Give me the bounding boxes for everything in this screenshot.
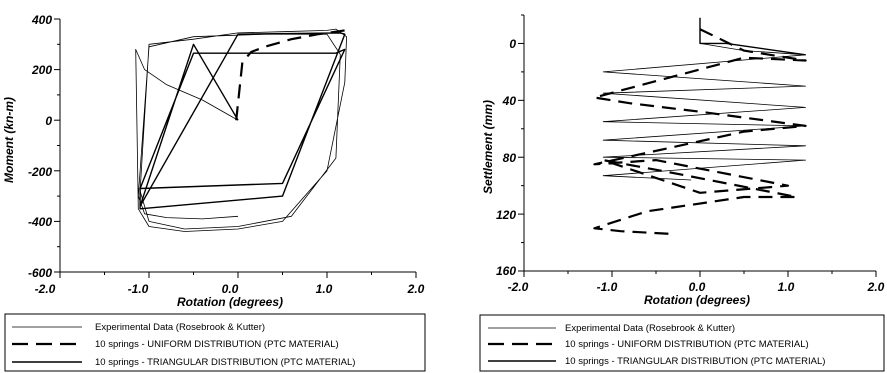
right-y-tick-label: 40 bbox=[502, 94, 517, 108]
legend-label-experimental: Experimental Data (Rosebrook & Kutter) bbox=[95, 322, 265, 333]
left-y-tick-label: -400 bbox=[28, 215, 52, 229]
right-series-thin bbox=[602, 43, 806, 181]
right-x-ticks: -2.0 -1.0 0.0 1.0 2.0 bbox=[508, 280, 885, 294]
legend-label-triangular: 10 springs - TRIANGULAR DISTRIBUTION (PT… bbox=[565, 356, 825, 367]
left-series-dashed bbox=[235, 29, 345, 121]
left-legend: Experimental Data (Rosebrook & Kutter) 1… bbox=[4, 313, 426, 372]
right-y-axis-label: Settlement (mm) bbox=[481, 100, 495, 194]
right-x-axis-label: Rotation (degrees) bbox=[644, 293, 750, 307]
right-series-solid bbox=[699, 17, 806, 56]
left-x-ticks: -2.0 -1.0 0.0 1.0 2.0 bbox=[35, 282, 425, 296]
legend-label-triangular: 10 springs - TRIANGULAR DISTRIBUTION (PT… bbox=[95, 357, 355, 368]
right-y-ticks: 0 40 80 120 160 bbox=[496, 37, 516, 278]
right-plot-frame bbox=[518, 14, 877, 277]
right-x-tick-label: -1.0 bbox=[597, 280, 618, 294]
left-y-tick-label: 400 bbox=[31, 13, 52, 27]
right-y-tick-label: 80 bbox=[503, 151, 517, 165]
left-x-tick-label: 2.0 bbox=[407, 282, 425, 296]
left-y-axis-label: Moment (kn-m) bbox=[2, 97, 16, 183]
legend-label-uniform: 10 springs - UNIFORM DISTRIBUTION (PTC M… bbox=[565, 339, 809, 350]
moment-rotation-chart: 400 200 0 -200 -400 -600 -2.0 -1.0 0.0 1… bbox=[2, 13, 425, 309]
left-plot-frame bbox=[54, 18, 417, 278]
right-x-tick-label: -2.0 bbox=[508, 280, 529, 294]
left-y-tick-label: 200 bbox=[31, 63, 52, 77]
right-x-tick-label: 2.0 bbox=[867, 280, 885, 294]
left-y-tick-label: -600 bbox=[28, 266, 52, 280]
left-x-tick-label: 0.0 bbox=[222, 282, 239, 296]
left-x-tick-label: 1.0 bbox=[316, 282, 333, 296]
right-x-tick-label: 0.0 bbox=[689, 280, 706, 294]
legend-label-experimental: Experimental Data (Rosebrook & Kutter) bbox=[565, 323, 735, 334]
right-legend: Experimental Data (Rosebrook & Kutter) 1… bbox=[479, 314, 885, 372]
right-y-tick-label: 160 bbox=[496, 264, 516, 278]
right-series-dashed bbox=[593, 28, 807, 236]
left-y-tick-label: 0 bbox=[45, 114, 52, 128]
left-x-tick-label: -2.0 bbox=[35, 282, 56, 296]
left-x-axis-label: Rotation (degrees) bbox=[177, 295, 283, 309]
left-series-solid bbox=[139, 32, 346, 210]
left-y-ticks: 400 200 0 -200 -400 -600 bbox=[28, 13, 52, 280]
left-series-thin bbox=[135, 28, 348, 232]
left-x-tick-label: -1.0 bbox=[128, 282, 149, 296]
left-y-tick-label: -200 bbox=[28, 165, 52, 179]
right-series-group bbox=[593, 17, 807, 236]
legend-label-uniform: 10 springs - UNIFORM DISTRIBUTION (PTC M… bbox=[95, 339, 339, 350]
right-x-tick-label: 1.0 bbox=[778, 280, 795, 294]
right-y-tick-label: 120 bbox=[496, 208, 516, 222]
settlement-rotation-chart: 0 40 80 120 160 -2.0 -1.0 0.0 1.0 2.0 Ro… bbox=[481, 14, 885, 307]
left-series-group bbox=[135, 28, 348, 232]
right-y-tick-label: 0 bbox=[509, 37, 516, 51]
